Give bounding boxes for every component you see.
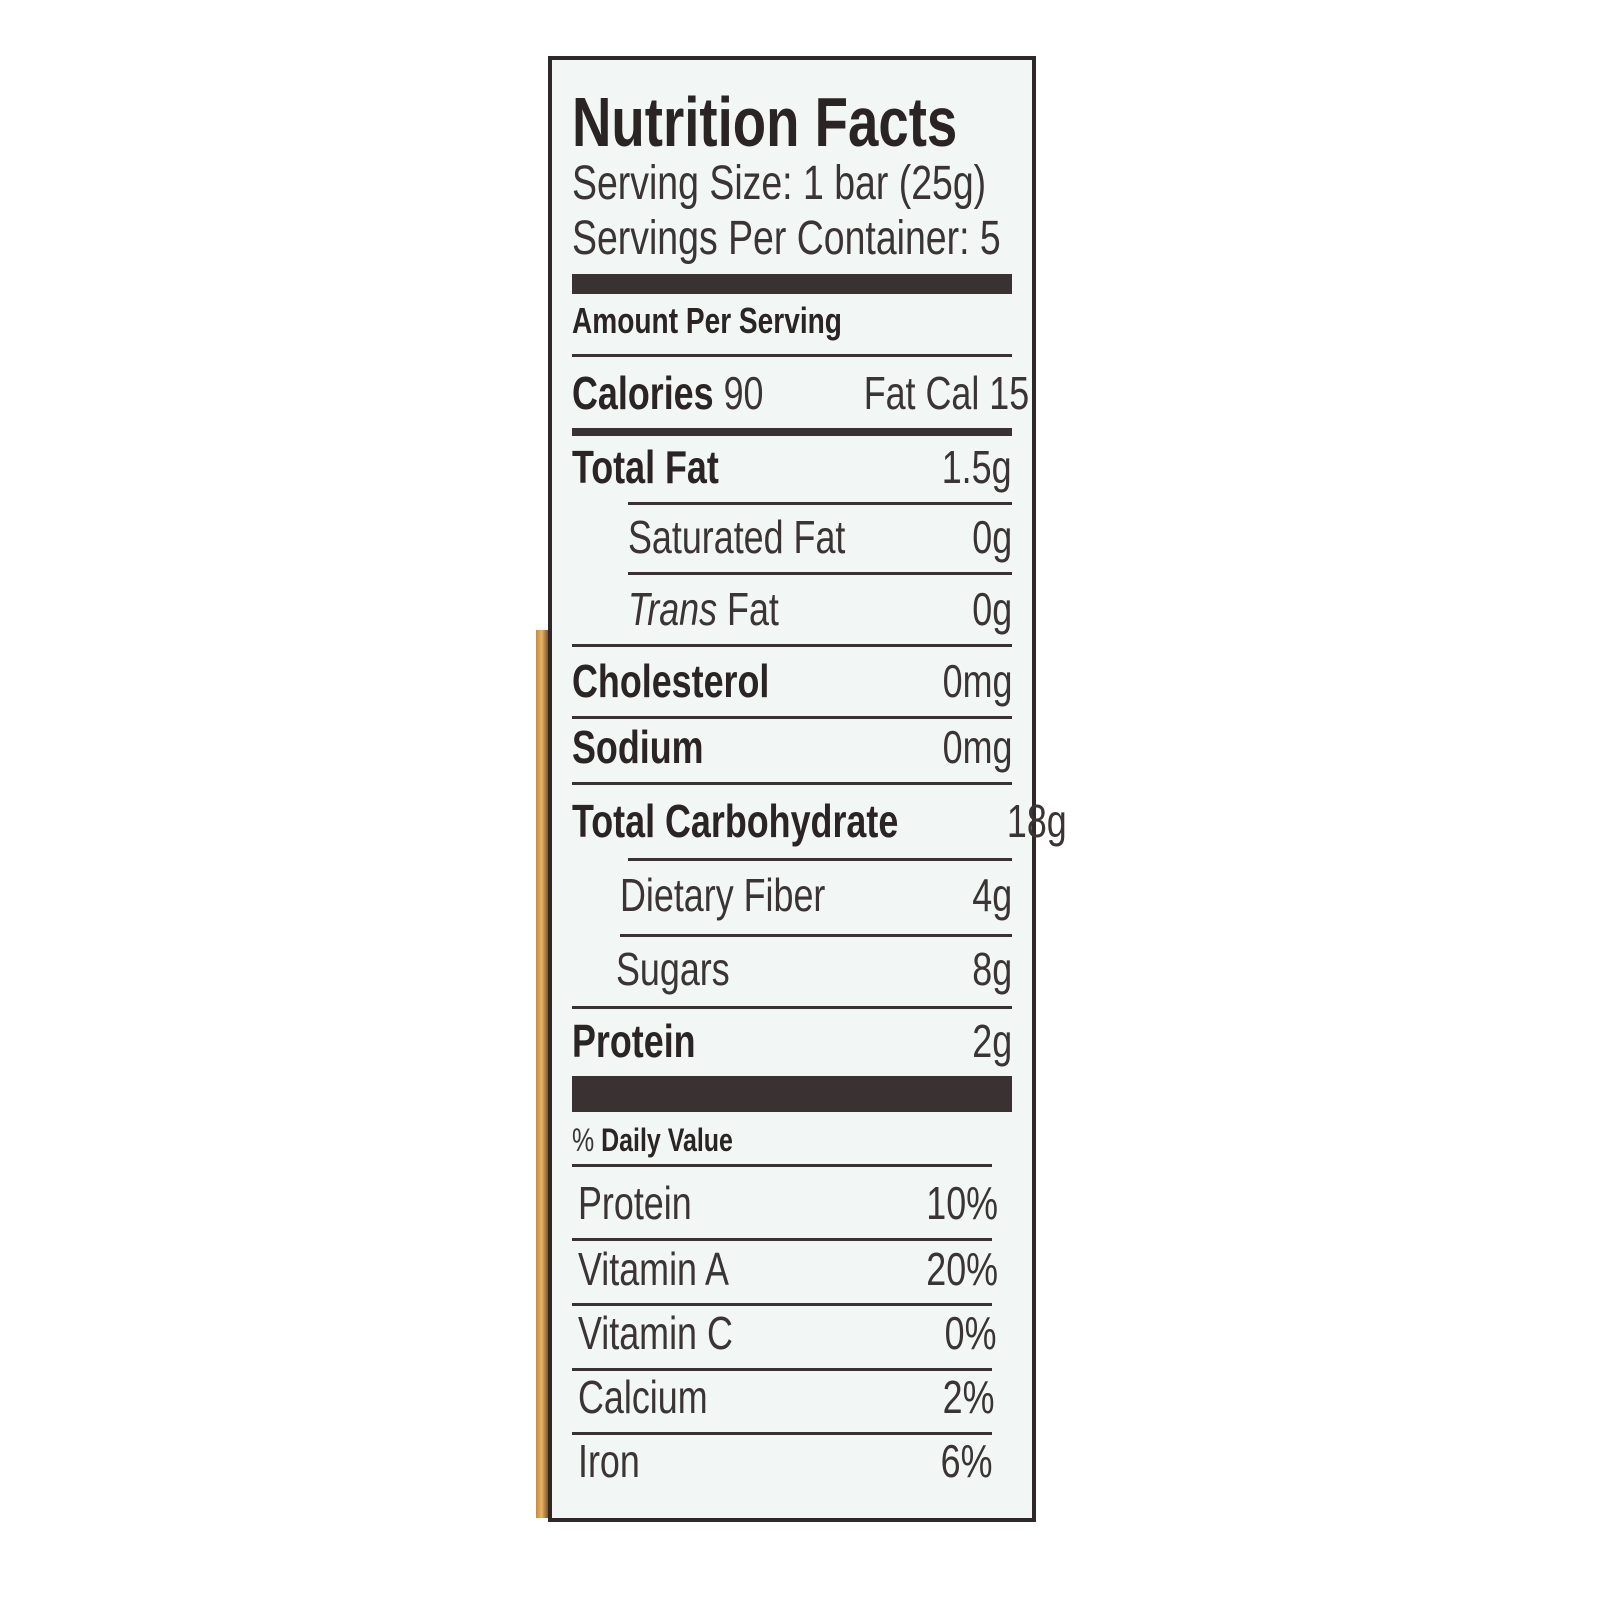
medium-divider (572, 428, 1012, 436)
nutrient-label: 90 (723, 367, 764, 419)
package-edge (536, 630, 550, 1518)
nutrient-label: Nutrition Facts (572, 83, 958, 161)
divider (572, 354, 1012, 357)
divider (628, 502, 1012, 505)
nutrient-label: Serving Size: 1 bar (25g) (572, 157, 987, 210)
daily-value-row-vitamin-a: Vitamin A 20% (578, 1242, 998, 1296)
nutrient-label: Calories (572, 367, 714, 419)
nutrient-label: Total Carbohydrate (572, 795, 899, 847)
nutrient-row-total-fat: Total Fat 1.5g (572, 440, 1012, 494)
nutrient-value: 20% (926, 1243, 998, 1295)
divider (572, 1164, 992, 1167)
nutrient-label: Saturated Fat (628, 511, 846, 563)
nutrient-value: 4g (972, 869, 1012, 921)
label-title: Nutrition Facts (572, 82, 1012, 162)
nutrient-row-cholesterol: Cholesterol 0mg (572, 654, 1012, 708)
nutrient-label: Fat Cal (864, 367, 980, 419)
servings-per-container: Servings Per Container: 5 (572, 211, 1012, 266)
nutrient-label: Sugars (616, 943, 730, 995)
divider (572, 644, 1012, 647)
nutrient-label: Trans (628, 583, 718, 635)
thick-divider (572, 274, 1012, 294)
divider (572, 1006, 1012, 1009)
nutrient-value: 18g (1007, 795, 1068, 847)
nutrient-label: Calcium (578, 1371, 708, 1423)
nutrient-label: Cholesterol (572, 655, 770, 707)
nutrient-value: 8g (972, 943, 1012, 995)
nutrient-label: % (572, 1122, 595, 1158)
nutrient-value: 10% (926, 1177, 998, 1229)
nutrient-value: 0mg (942, 721, 1012, 773)
nutrient-label: Servings Per Container: 5 (572, 212, 1001, 265)
nutrient-row-trans-fat: Trans Fat 0g (628, 582, 1012, 636)
divider (628, 858, 1012, 861)
nutrient-label: Fat (717, 583, 779, 635)
nutrient-row-protein: Protein 2g (572, 1014, 1012, 1068)
nutrient-value: 6% (940, 1435, 992, 1487)
divider (572, 716, 1012, 719)
divider (572, 1368, 992, 1371)
nutrient-label: Iron (578, 1435, 640, 1487)
nutrition-facts-panel: Nutrition Facts Serving Size: 1 bar (25g… (548, 56, 1067, 1522)
nutrient-value: 0g (972, 511, 1012, 563)
nutrient-row-sugars: Sugars 8g (616, 942, 1012, 996)
thick-divider (572, 1076, 1012, 1112)
calories-row: Calories 90 Fat Cal 15 (572, 366, 1030, 420)
daily-value-row-protein: Protein 10% (578, 1176, 998, 1230)
nutrient-label: Protein (572, 1015, 696, 1067)
nutrient-label: Dietary Fiber (620, 869, 826, 921)
nutrient-value: 0g (972, 583, 1012, 635)
nutrient-value: 2g (972, 1015, 1012, 1067)
nutrient-value: 2% (942, 1371, 994, 1423)
nutrient-label: Daily Value (594, 1122, 733, 1158)
amount-per-serving: Amount Per Serving (572, 300, 1012, 342)
serving-size: Serving Size: 1 bar (25g) (572, 156, 1012, 211)
nutrient-value: 1.5g (942, 441, 1012, 493)
divider (572, 1238, 992, 1241)
nutrient-value: 0% (944, 1307, 996, 1359)
daily-value-header: % Daily Value (572, 1122, 1012, 1159)
nutrient-row-total-carbohydrate: Total Carbohydrate 18g (572, 794, 1067, 848)
nutrient-label: Total Fat (572, 441, 719, 493)
daily-value-row-vitamin-c: Vitamin C 0% (578, 1306, 996, 1360)
divider (572, 782, 1012, 785)
nutrient-label: Vitamin C (578, 1307, 733, 1359)
nutrient-label: Sodium (572, 721, 704, 773)
divider (572, 1432, 992, 1435)
daily-value-row-iron: Iron 6% (578, 1434, 992, 1488)
divider (572, 1303, 992, 1306)
divider (628, 572, 1012, 575)
nutrient-row-dietary-fiber: Dietary Fiber 4g (620, 868, 1012, 922)
nutrient-label: Protein (578, 1177, 692, 1229)
nutrient-label: Vitamin A (578, 1243, 729, 1295)
daily-value-row-calcium: Calcium 2% (578, 1370, 994, 1424)
nutrient-value: 0mg (942, 655, 1012, 707)
nutrient-label: Amount Per Serving (572, 300, 842, 341)
nutrient-row-sodium: Sodium 0mg (572, 720, 1012, 774)
divider (620, 934, 1012, 937)
nutrient-row-saturated-fat: Saturated Fat 0g (628, 510, 1012, 564)
nutrient-label: 15 (989, 367, 1030, 419)
